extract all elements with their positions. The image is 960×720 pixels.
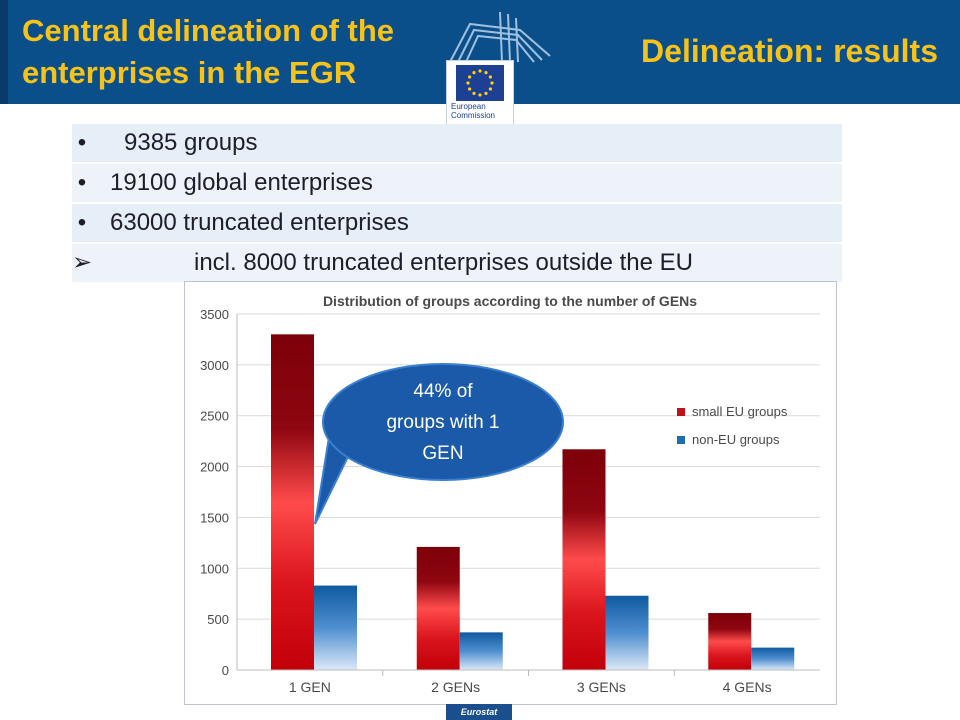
y-tick-label: 2000 bbox=[200, 460, 229, 475]
callout-bubble: 44% of groups with 1 GEN bbox=[314, 363, 564, 525]
bar-small-eu-groups bbox=[708, 613, 752, 670]
bullet-dot-icon: • bbox=[77, 129, 87, 156]
y-tick-label: 0 bbox=[222, 663, 229, 678]
bullet-dot-icon: • bbox=[77, 169, 87, 196]
x-tick-label: 4 GENs bbox=[723, 679, 772, 695]
callout-line-1: 44% of bbox=[413, 381, 473, 402]
slide-title-line-2: enterprises in the EGR bbox=[22, 55, 357, 90]
legend-swatch bbox=[677, 436, 685, 444]
y-tick-label: 3000 bbox=[200, 358, 229, 373]
logo-text-line-2: Commission bbox=[451, 111, 496, 120]
y-tick-label: 1000 bbox=[200, 561, 229, 576]
bar-non-eu-groups bbox=[751, 647, 795, 670]
bullet-item-outside-eu: ➢ incl. 8000 truncated enterprises outsi… bbox=[72, 244, 842, 282]
berlaymont-building-icon bbox=[449, 11, 551, 63]
bullet-item-truncated-enterprises: • 63000 truncated enterprises bbox=[72, 204, 842, 242]
bullet-item-global-enterprises: • 19100 global enterprises bbox=[72, 164, 842, 202]
bar-chart: Distribution of groups according to the … bbox=[184, 281, 837, 705]
header-accent bbox=[0, 0, 8, 104]
legend-swatch bbox=[677, 408, 685, 416]
x-tick-label: 3 GENs bbox=[577, 679, 626, 695]
bullet-text: 63000 truncated enterprises bbox=[110, 209, 409, 236]
chart-canvas: Distribution of groups according to the … bbox=[200, 293, 820, 695]
eu-flag-icon bbox=[456, 65, 504, 101]
logo-text: European Commission bbox=[451, 102, 513, 120]
eurostat-badge: Eurostat bbox=[446, 704, 512, 720]
bullet-item-groups: • 9385 groups bbox=[72, 124, 842, 162]
slide-header: Central delineation of the enterprises i… bbox=[0, 0, 960, 128]
x-tick-label: 2 GENs bbox=[431, 679, 480, 695]
slide-title: Central delineation of the enterprises i… bbox=[22, 10, 462, 94]
x-tick-label: 1 GEN bbox=[289, 679, 331, 695]
bar-non-eu-groups bbox=[314, 585, 357, 670]
chart-title: Distribution of groups according to the … bbox=[323, 293, 697, 309]
bullet-text: 19100 global enterprises bbox=[110, 169, 373, 196]
section-title: Delineation: results bbox=[641, 33, 938, 69]
bar-non-eu-groups bbox=[605, 595, 649, 670]
y-tick-label: 1500 bbox=[200, 510, 229, 525]
bar-non-eu-groups bbox=[459, 632, 503, 670]
logo-box: European Commission bbox=[446, 60, 514, 128]
y-tick-label: 2500 bbox=[200, 409, 229, 424]
legend-label: non-EU groups bbox=[692, 432, 780, 447]
european-commission-logo: European Commission bbox=[440, 4, 570, 128]
bar-small-eu-groups bbox=[562, 449, 606, 670]
legend-label: small EU groups bbox=[692, 404, 788, 419]
bar-small-eu-groups bbox=[416, 546, 460, 670]
slide-title-line-1: Central delineation of the bbox=[22, 13, 395, 48]
callout-line-3: GEN bbox=[422, 443, 463, 464]
bullet-list: • 9385 groups • 19100 global enterprises… bbox=[72, 124, 842, 284]
bar-small-eu-groups bbox=[271, 334, 314, 670]
logo-text-line-1: European bbox=[451, 102, 486, 111]
y-tick-label: 3500 bbox=[200, 307, 229, 322]
bullet-text: 9385 groups bbox=[124, 129, 258, 156]
bullet-dot-icon: • bbox=[77, 209, 87, 236]
arrow-bullet-icon: ➢ bbox=[72, 249, 93, 276]
bullet-text: incl. 8000 truncated enterprises outside… bbox=[194, 249, 693, 276]
y-tick-label: 500 bbox=[207, 612, 229, 627]
callout-line-2: groups with 1 bbox=[386, 412, 499, 433]
